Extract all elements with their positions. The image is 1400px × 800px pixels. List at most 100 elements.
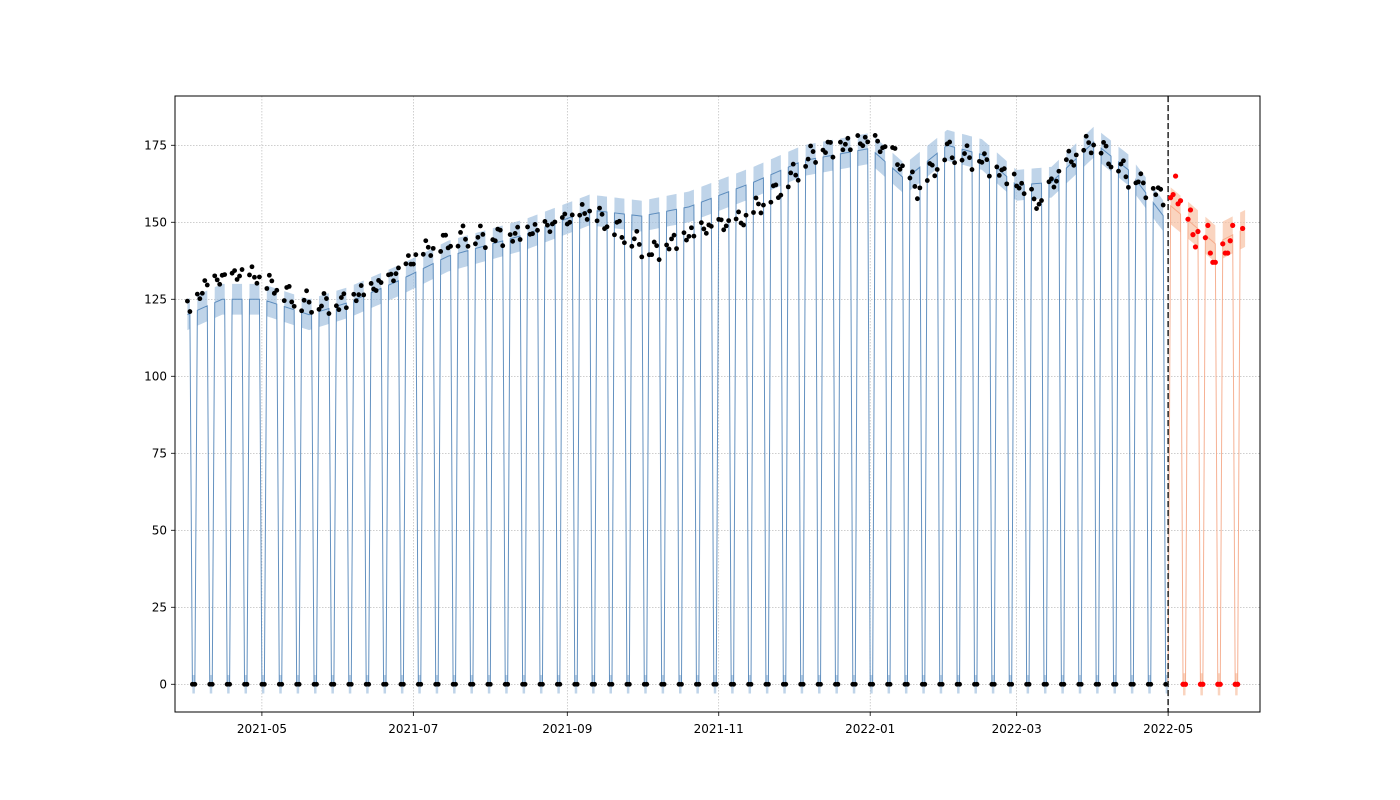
- actual-point: [279, 681, 285, 687]
- actual-point: [438, 249, 444, 254]
- actual-point: [929, 162, 935, 168]
- actual-point: [634, 228, 640, 234]
- actual-point: [664, 242, 669, 248]
- plot-frame: [174, 95, 1261, 713]
- actual-point: [852, 681, 858, 687]
- test-point: [1195, 228, 1201, 235]
- actual-point: [413, 252, 419, 258]
- actual-point: [847, 147, 853, 153]
- test-point: [1240, 225, 1246, 232]
- actual-point: [299, 308, 305, 314]
- actual-point: [818, 681, 823, 687]
- actual-point: [403, 261, 409, 267]
- y-tick-label: 0: [159, 677, 167, 691]
- actual-point: [639, 254, 645, 260]
- actual-point: [897, 166, 903, 172]
- actual-point: [991, 681, 997, 687]
- actual-point: [785, 184, 791, 190]
- actual-point: [492, 238, 498, 244]
- actual-point: [237, 273, 242, 279]
- actual-point: [1148, 681, 1154, 687]
- actual-point: [587, 208, 593, 214]
- actual-point: [1083, 133, 1089, 139]
- actual-point: [515, 224, 521, 230]
- actual-point: [304, 288, 309, 294]
- actual-point: [872, 133, 878, 138]
- actual-point: [500, 243, 506, 249]
- actual-point: [1078, 681, 1084, 687]
- actual-point: [306, 299, 312, 305]
- actual-point: [895, 162, 900, 168]
- actual-point: [584, 217, 590, 222]
- actual-point: [840, 147, 846, 153]
- x-tick-label: 2021-05: [237, 722, 287, 736]
- actual-point: [803, 163, 809, 169]
- test-point: [1212, 259, 1218, 265]
- actual-point: [547, 229, 553, 235]
- observations: [185, 133, 1246, 687]
- actual-point: [986, 173, 992, 179]
- actual-point: [703, 230, 709, 236]
- actual-point: [979, 159, 985, 165]
- actual-point: [654, 243, 660, 249]
- actual-point: [736, 209, 741, 215]
- actual-point: [838, 139, 843, 145]
- actual-point: [982, 151, 987, 157]
- actual-point: [396, 265, 401, 271]
- y-tick-label: 75: [152, 446, 167, 460]
- actual-point: [274, 287, 280, 293]
- actual-point: [577, 212, 583, 218]
- actual-point: [1066, 148, 1072, 154]
- actual-point: [535, 227, 540, 233]
- x-tick-label: 2022-01: [845, 722, 895, 736]
- actual-point: [1163, 681, 1169, 687]
- actual-point: [751, 210, 756, 215]
- actual-point: [545, 222, 550, 228]
- actual-point: [1034, 206, 1039, 211]
- actual-point: [612, 232, 617, 238]
- actual-point: [1009, 681, 1015, 687]
- actual-point: [348, 681, 354, 687]
- actual-point: [1016, 185, 1022, 191]
- actual-point: [244, 681, 250, 687]
- test-point: [1225, 250, 1231, 256]
- actual-point: [435, 681, 441, 687]
- actual-point: [713, 681, 719, 687]
- actual-point: [1061, 681, 1067, 687]
- actual-point: [830, 154, 836, 160]
- y-tick-label: 25: [152, 600, 167, 614]
- actual-point: [721, 227, 727, 233]
- actual-point: [671, 232, 677, 238]
- actual-point: [800, 681, 806, 687]
- actual-point: [552, 219, 558, 225]
- actual-point: [679, 681, 684, 687]
- actual-point: [860, 143, 866, 149]
- actual-point: [1103, 143, 1109, 149]
- actual-point: [778, 192, 784, 198]
- actual-point: [448, 243, 453, 249]
- actual-point: [361, 292, 367, 298]
- actual-point: [1044, 681, 1049, 687]
- actual-point: [252, 274, 257, 280]
- actual-point: [1113, 681, 1119, 687]
- actual-point: [505, 681, 511, 687]
- actual-point: [1026, 681, 1032, 687]
- actual-point: [1121, 158, 1126, 164]
- actual-point: [455, 243, 461, 249]
- actual-point: [465, 243, 471, 249]
- actual-point: [401, 681, 406, 687]
- actual-point: [790, 161, 796, 167]
- actual-point: [368, 281, 374, 286]
- actual-point: [257, 274, 262, 280]
- actual-point: [227, 681, 233, 687]
- actual-point: [579, 202, 585, 207]
- actual-point: [378, 280, 384, 285]
- test-point: [1202, 235, 1208, 241]
- actual-point: [773, 182, 779, 188]
- actual-point: [882, 144, 888, 150]
- actual-point: [932, 173, 938, 179]
- actual-point: [333, 303, 339, 309]
- actual-point: [475, 234, 481, 240]
- actual-point: [669, 236, 674, 242]
- uncertainty-bands: [187, 126, 1246, 696]
